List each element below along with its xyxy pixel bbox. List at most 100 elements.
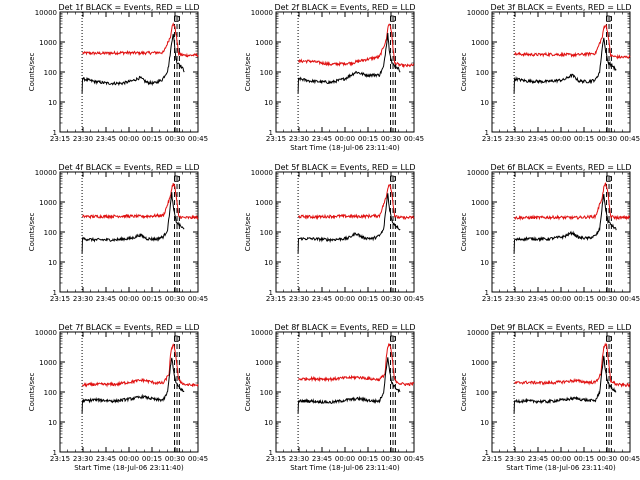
series-lld-red (514, 182, 631, 221)
y-tick-label: 10000 (35, 9, 57, 17)
x-tick-label: 00:15 (358, 455, 378, 463)
x-tick-label: 23:30 (289, 135, 309, 143)
x-tick-label: 00:30 (381, 135, 401, 143)
flag-label: D (390, 335, 397, 345)
x-tick-label: 23:15 (266, 135, 286, 143)
x-tick-label: 23:15 (482, 455, 502, 463)
x-tick-label: 00:45 (620, 455, 640, 463)
x-tick-label: 00:45 (404, 295, 424, 303)
x-tick-label: 23:30 (289, 455, 309, 463)
y-tick-label: 1000 (255, 199, 273, 207)
y-tick-label: 10000 (467, 169, 489, 177)
y-tick-label: 1000 (255, 39, 273, 47)
y-axis-label: Counts/sec (460, 213, 468, 252)
x-tick-label: 23:30 (73, 135, 93, 143)
x-tick-label: 23:30 (73, 455, 93, 463)
x-tick-label: 00:00 (119, 135, 139, 143)
panel-title: Det 9f BLACK = Events, RED = LLD (490, 323, 631, 332)
panel-8: Det 8f BLACK = Events, RED = LLD 1 10 100 10… (244, 323, 424, 472)
y-axis-label: Counts/sec (460, 53, 468, 92)
y-tick-label: 10000 (35, 169, 57, 177)
x-tick-label: 00:45 (404, 135, 424, 143)
x-tick-label: 00:30 (381, 455, 401, 463)
x-tick-label: 00:30 (165, 135, 185, 143)
x-tick-label: 00:15 (574, 455, 594, 463)
x-tick-label: 23:15 (50, 455, 70, 463)
panel-3: Det 3f BLACK = Events, RED = LLD 1 10 100 10… (460, 3, 640, 143)
x-axis-label: Start Time (18-Jul-06 23:11:40) (290, 464, 400, 472)
x-axis-label: Start Time (18-Jul-06 23:11:40) (74, 464, 184, 472)
flag-label: D (390, 15, 397, 25)
x-tick-label: 00:30 (597, 455, 617, 463)
x-tick-label: 00:00 (119, 295, 139, 303)
panel-2: Det 2f BLACK = Events, RED = LLD 1 10 100 10… (244, 3, 424, 152)
x-tick-label: 23:15 (266, 295, 286, 303)
y-tick-label: 10 (264, 419, 273, 427)
series-lld-red (82, 183, 199, 220)
series-events-black (81, 33, 185, 94)
x-tick-label: 00:45 (188, 135, 208, 143)
x-tick-label: 00:00 (551, 135, 571, 143)
x-tick-label: 00:45 (188, 455, 208, 463)
x-tick-label: 00:30 (597, 135, 617, 143)
y-tick-label: 1000 (39, 199, 57, 207)
x-tick-label: 00:30 (381, 295, 401, 303)
x-tick-label: 23:45 (96, 295, 116, 303)
x-tick-label: 00:00 (551, 295, 571, 303)
y-axis-label: Counts/sec (28, 53, 36, 92)
x-tick-label: 23:15 (482, 295, 502, 303)
panel-title: Det 7f BLACK = Events, RED = LLD (58, 323, 199, 332)
y-tick-label: 10000 (251, 169, 273, 177)
x-tick-label: 00:30 (165, 455, 185, 463)
x-tick-label: 23:45 (96, 135, 116, 143)
panel-title: Det 4f BLACK = Events, RED = LLD (58, 163, 199, 172)
x-tick-label: 00:45 (188, 295, 208, 303)
x-tick-label: 23:45 (312, 135, 332, 143)
y-tick-label: 1 (269, 449, 273, 457)
panel-title: Det 3f BLACK = Events, RED = LLD (490, 3, 631, 12)
x-tick-label: 00:00 (335, 295, 355, 303)
series-events-black (297, 193, 401, 254)
flag-label: D (390, 175, 397, 185)
x-tick-label: 00:15 (358, 295, 378, 303)
x-tick-label: 00:15 (358, 135, 378, 143)
series-lld-red (298, 23, 415, 69)
series-lld-red (514, 23, 631, 60)
panel-5: Det 5f BLACK = Events, RED = LLD 1 10 100 10… (244, 163, 424, 303)
series-events-black (81, 192, 185, 254)
y-tick-label: 1 (53, 449, 57, 457)
y-tick-label: 1000 (39, 359, 57, 367)
y-tick-label: 100 (476, 389, 489, 397)
series-lld-red (82, 22, 199, 58)
panel-title: Det 1f BLACK = Events, RED = LLD (58, 3, 199, 12)
y-tick-label: 1 (485, 449, 489, 457)
x-tick-label: 23:45 (312, 295, 332, 303)
panel-title: Det 6f BLACK = Events, RED = LLD (490, 163, 631, 172)
panel-6: Det 6f BLACK = Events, RED = LLD 1 10 100 10… (460, 163, 640, 303)
panel-4: Det 4f BLACK = Events, RED = LLD 1 10 100 10… (28, 163, 208, 303)
y-tick-label: 100 (44, 229, 57, 237)
x-tick-label: 23:30 (505, 455, 525, 463)
panel-7: Det 7f BLACK = Events, RED = LLD 1 10 100 10… (28, 323, 208, 472)
panel-title: Det 5f BLACK = Events, RED = LLD (274, 163, 415, 172)
y-tick-label: 1000 (471, 199, 489, 207)
y-tick-label: 10000 (467, 329, 489, 337)
series-events-black (81, 357, 185, 414)
y-tick-label: 100 (260, 229, 273, 237)
x-tick-label: 23:45 (528, 135, 548, 143)
x-tick-label: 00:30 (597, 295, 617, 303)
y-axis-label: Counts/sec (244, 53, 252, 92)
y-tick-label: 10000 (251, 9, 273, 17)
flag-label: D (174, 175, 181, 185)
x-tick-label: 23:45 (96, 455, 116, 463)
x-tick-label: 23:30 (289, 295, 309, 303)
y-tick-label: 100 (260, 389, 273, 397)
y-tick-label: 1 (485, 129, 489, 137)
series-events-black (513, 37, 617, 94)
x-tick-label: 23:45 (528, 295, 548, 303)
x-tick-label: 23:15 (482, 135, 502, 143)
flag-label: D (174, 15, 181, 25)
x-tick-label: 23:15 (266, 455, 286, 463)
y-tick-label: 1000 (255, 359, 273, 367)
